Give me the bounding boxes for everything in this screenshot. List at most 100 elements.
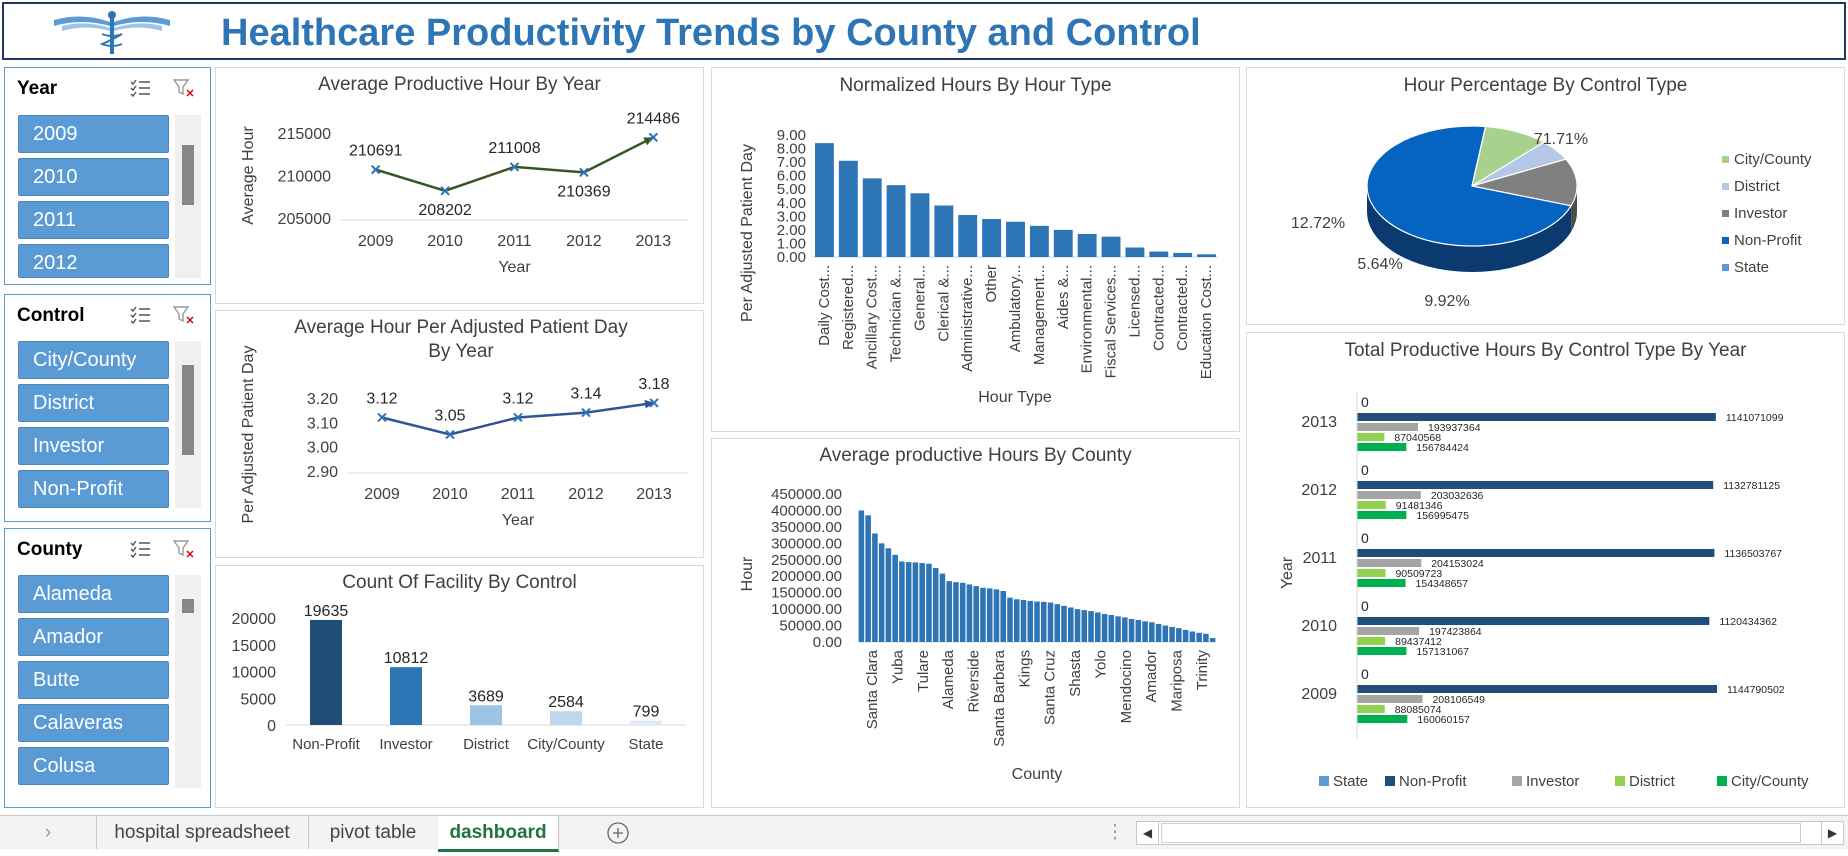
bar (1357, 413, 1716, 421)
normalized-hours-chart[interactable]: Normalized Hours By Hour Type 0.00 1.00 2.… (711, 67, 1240, 432)
slicer-item-butte[interactable]: Butte (18, 661, 169, 699)
data-label: 3.14 (570, 386, 601, 403)
y-tick-label: 5000 (240, 691, 276, 708)
y-tick-label: 5.00 (777, 181, 806, 198)
data-label: 10812 (384, 650, 429, 667)
bar (973, 586, 979, 642)
tab-dashboard[interactable]: dashboard (438, 816, 559, 852)
scrollbar-thumb[interactable] (182, 145, 194, 205)
bar (1357, 501, 1386, 509)
y-tick-label: 2010 (1301, 618, 1337, 635)
bar (1203, 633, 1209, 642)
legend-swatch (1512, 776, 1522, 786)
data-label: 203032636 (1431, 490, 1484, 502)
clear-filter-icon[interactable] (173, 78, 195, 98)
tab-pivot-table[interactable]: pivot table (308, 816, 439, 849)
bar (1357, 647, 1407, 655)
bar (1061, 605, 1067, 642)
clear-filter-icon[interactable] (173, 539, 195, 559)
slicer-item-2011[interactable]: 2011 (18, 201, 169, 239)
slicer-item-city-county[interactable]: City/County (18, 341, 169, 379)
pct-control-chart[interactable]: Hour Percentage By Control Type 9.92% 5.6… (1246, 67, 1845, 325)
y-tick-label: 8.00 (777, 141, 806, 158)
bar (1357, 569, 1386, 577)
scroll-left-arrow-icon[interactable]: ◀ (1137, 822, 1159, 844)
y-tick-label: 205000 (278, 211, 331, 228)
slicer-item-2009[interactable]: 2009 (18, 115, 169, 153)
bar (1357, 559, 1422, 567)
scrollbar-thumb[interactable] (182, 365, 194, 455)
slicer-item-calaveras[interactable]: Calaveras (18, 704, 169, 742)
bar (1357, 443, 1407, 451)
data-label: 193937364 (1428, 422, 1481, 434)
bar (1040, 601, 1047, 642)
slicer-item-alameda[interactable]: Alameda (18, 575, 169, 613)
x-tick-label: 2010 (432, 486, 468, 503)
slicer-item-district[interactable]: District (18, 384, 169, 422)
avg-hour-year-chart[interactable]: Average Productive Hour By Year 205000 21… (215, 67, 704, 304)
clear-filter-icon[interactable] (173, 305, 195, 325)
x-tick-label: Registered... (840, 265, 857, 350)
multi-select-icon[interactable] (129, 539, 151, 559)
x-tick-label: Technician &... (888, 265, 905, 363)
data-label: 3.12 (502, 390, 533, 407)
bar (926, 563, 932, 642)
bar (966, 584, 973, 642)
data-label: 0 (1361, 530, 1369, 546)
x-tick-label: Clerical &... (935, 265, 952, 342)
y-tick-label: 7.00 (777, 154, 806, 171)
y-tick-label: 50000.00 (779, 618, 842, 635)
tab-scroll-left-icon[interactable]: › (0, 816, 97, 849)
slicer-item-2010[interactable]: 2010 (18, 158, 169, 196)
y-tick-label: 0.00 (813, 634, 842, 651)
x-tick-label: 2010 (427, 233, 463, 250)
total-hours-chart[interactable]: Total Productive Hours By Control Type B… (1246, 332, 1845, 808)
slicer-item-investor[interactable]: Investor (18, 427, 169, 465)
y-tick-label: 150000.00 (771, 585, 842, 602)
data-label: 3689 (468, 688, 504, 705)
avg-county-chart[interactable]: Average productive Hours By County 0.00 5… (711, 438, 1240, 808)
bar (1034, 601, 1040, 642)
x-tick-label: Investor (379, 736, 432, 753)
slicer-scrollbar[interactable] (175, 115, 201, 278)
x-tick-label: Tulare (915, 650, 932, 692)
y-tick-label: 250000.00 (771, 552, 842, 569)
bar (1173, 252, 1193, 257)
x-tick-label: 2012 (568, 486, 604, 503)
y-tick-label: 9.00 (777, 127, 806, 144)
x-tick-label: 2012 (566, 233, 602, 250)
x-tick-label: Ancillary Cost... (864, 265, 881, 369)
slicer-item-2012[interactable]: 2012 (18, 244, 169, 278)
scroll-right-arrow-icon[interactable]: ▶ (1821, 822, 1843, 844)
slicer-item-amador[interactable]: Amador (18, 618, 169, 656)
bar (862, 178, 882, 257)
bar (993, 589, 1000, 642)
count-facility-chart[interactable]: Count Of Facility By Control 0 5000 10000 1… (215, 565, 704, 808)
x-tick-label: Licensed... (1126, 265, 1143, 338)
slicer-scrollbar[interactable] (175, 575, 201, 788)
horizontal-scrollbar[interactable]: ◀ ▶ (1136, 821, 1844, 845)
avg-hour-adjusted-chart[interactable]: Average Hour Per Adjusted Patient Day By… (215, 310, 704, 558)
legend-label: District (1734, 178, 1781, 195)
bar (1357, 433, 1385, 441)
scrollbar-thumb[interactable] (182, 599, 194, 613)
x-tick-label: Other (983, 265, 1000, 303)
x-tick-label: Trinity (1194, 650, 1211, 691)
legend-swatch (1722, 210, 1729, 217)
bar (390, 667, 422, 725)
more-options-icon[interactable]: ⋮ (1105, 822, 1125, 843)
data-label: 197423864 (1429, 626, 1482, 638)
bar (1054, 604, 1061, 642)
multi-select-icon[interactable] (129, 78, 151, 98)
slicer-item-colusa[interactable]: Colusa (18, 747, 169, 785)
slicer-title: Control (17, 305, 85, 326)
bar (1357, 715, 1408, 723)
data-label: 0 (1361, 462, 1369, 478)
tab-hospital-spreadsheet[interactable]: hospital spreadsheet (96, 816, 309, 849)
data-label: 204153024 (1431, 558, 1484, 570)
slicer-scrollbar[interactable] (175, 341, 201, 508)
add-sheet-icon[interactable] (598, 816, 638, 849)
slicer-item-non-profit[interactable]: Non-Profit (18, 470, 169, 508)
scrollbar-thumb[interactable] (1161, 823, 1801, 843)
multi-select-icon[interactable] (129, 305, 151, 325)
